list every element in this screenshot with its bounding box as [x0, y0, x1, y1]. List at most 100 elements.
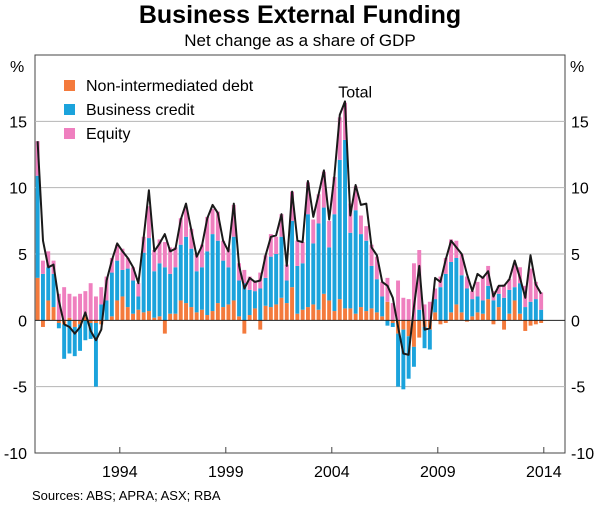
bar-equity: [390, 303, 395, 321]
bar-equity: [358, 215, 363, 235]
y-tick-label-left: 15: [9, 114, 27, 131]
bar-equity: [221, 240, 226, 261]
bar-equity: [512, 263, 517, 288]
bar-non_intermediated_debt: [93, 320, 98, 323]
bar-non_intermediated_debt: [131, 313, 136, 321]
bar-business_credit: [46, 267, 51, 301]
bar-non_intermediated_debt: [454, 304, 459, 321]
bar-equity: [443, 257, 448, 274]
bar-non_intermediated_debt: [364, 311, 369, 321]
bar-equity: [311, 219, 316, 244]
x-tick-label: 2004: [314, 464, 350, 481]
bar-equity: [178, 218, 183, 245]
bar-non_intermediated_debt: [247, 315, 252, 321]
bar-non_intermediated_debt: [252, 308, 257, 321]
bar-business_credit: [215, 240, 220, 304]
bar-business_credit: [168, 273, 173, 314]
bar-business_credit: [162, 267, 167, 321]
legend-label-non_intermediated_debt: Non-intermediated debt: [86, 78, 254, 95]
y-tick-label-right: -10: [571, 446, 594, 463]
bar-equity: [422, 304, 427, 321]
bar-equity: [268, 234, 273, 257]
bar-non_intermediated_debt: [512, 300, 517, 321]
x-tick-label: 2009: [420, 464, 456, 481]
bar-equity: [396, 280, 401, 321]
bar-non_intermediated_debt: [443, 320, 448, 323]
bar-business_credit: [496, 293, 501, 308]
bar-non_intermediated_debt: [480, 313, 485, 321]
bar-non_intermediated_debt: [475, 312, 480, 321]
bar-equity: [226, 248, 231, 268]
y-unit-label-left: %: [10, 59, 24, 76]
y-tick-label-left: 10: [9, 181, 27, 198]
bar-equity: [316, 194, 321, 224]
bar-business_credit: [422, 326, 427, 349]
bar-non_intermediated_debt: [263, 305, 268, 321]
bar-business_credit: [353, 210, 358, 314]
bar-business_credit: [115, 260, 120, 301]
bar-equity: [109, 257, 114, 273]
bar-business_credit: [152, 271, 157, 318]
bar-business_credit: [369, 265, 374, 309]
bar-business_credit: [173, 267, 178, 314]
y-tick-label-left: -10: [4, 446, 27, 463]
bar-equity: [215, 211, 220, 241]
bar-business_credit: [358, 234, 363, 308]
bar-business_credit: [512, 287, 517, 301]
bar-business_credit: [311, 243, 316, 305]
bar-equity: [173, 247, 178, 268]
bar-business_credit: [539, 309, 544, 321]
bar-business_credit: [380, 296, 385, 317]
bar-business_credit: [486, 285, 491, 300]
bar-equity: [401, 297, 406, 321]
bar-business_credit: [184, 236, 189, 304]
bar-non_intermediated_debt: [51, 307, 56, 321]
bar-non_intermediated_debt: [152, 317, 157, 321]
bar-business_credit: [178, 244, 183, 301]
bar-equity: [157, 239, 162, 264]
axis-labels: -10 -10 -5 -5 0 0 5 5 10 10 15 15% % 1994 1999 2004 2009…: [4, 59, 594, 481]
bar-business_credit: [417, 309, 422, 321]
bar-business_credit: [99, 304, 104, 321]
bar-equity: [284, 264, 289, 281]
bar-non_intermediated_debt: [136, 309, 141, 321]
bar-equity: [231, 204, 236, 237]
bar-business_credit: [146, 238, 151, 312]
bar-equity: [120, 248, 125, 270]
bar-equity: [321, 171, 326, 208]
bar-equity: [252, 280, 257, 292]
bar-equity: [78, 293, 83, 321]
bar-non_intermediated_debt: [316, 309, 321, 321]
bar-business_credit: [517, 283, 522, 314]
bar-equity: [247, 276, 252, 290]
bar-equity: [464, 276, 469, 289]
bar-equity: [305, 182, 310, 215]
bar-equity: [507, 279, 512, 290]
source-note: Sources: ABS; APRA; ASX; RBA: [32, 488, 221, 503]
bar-business_credit: [104, 300, 109, 321]
bar-non_intermediated_debt: [221, 307, 226, 321]
y-tick-label-left: 5: [18, 247, 27, 264]
bar-equity: [427, 301, 432, 321]
bar-non_intermediated_debt: [517, 313, 522, 321]
bar-business_credit: [427, 329, 432, 350]
bar-business_credit: [475, 296, 480, 313]
bar-business_credit: [258, 288, 263, 321]
bar-non_intermediated_debt: [109, 316, 114, 321]
bar-business_credit: [83, 320, 88, 341]
bar-non_intermediated_debt: [348, 308, 353, 321]
bar-equity: [337, 117, 342, 160]
bar-non_intermediated_debt: [258, 320, 263, 330]
bar-non_intermediated_debt: [321, 293, 326, 321]
bar-business_credit: [268, 256, 273, 308]
bar-business_credit: [502, 297, 507, 321]
bar-equity: [62, 287, 67, 321]
bar-business_credit: [443, 273, 448, 321]
bar-business_credit: [35, 175, 40, 278]
bar-business_credit: [480, 300, 485, 314]
bar-business_credit: [231, 236, 236, 301]
bar-business_credit: [210, 234, 215, 312]
bar-business_credit: [62, 324, 67, 359]
bar-equity: [539, 292, 544, 310]
bar-business_credit: [136, 296, 141, 310]
